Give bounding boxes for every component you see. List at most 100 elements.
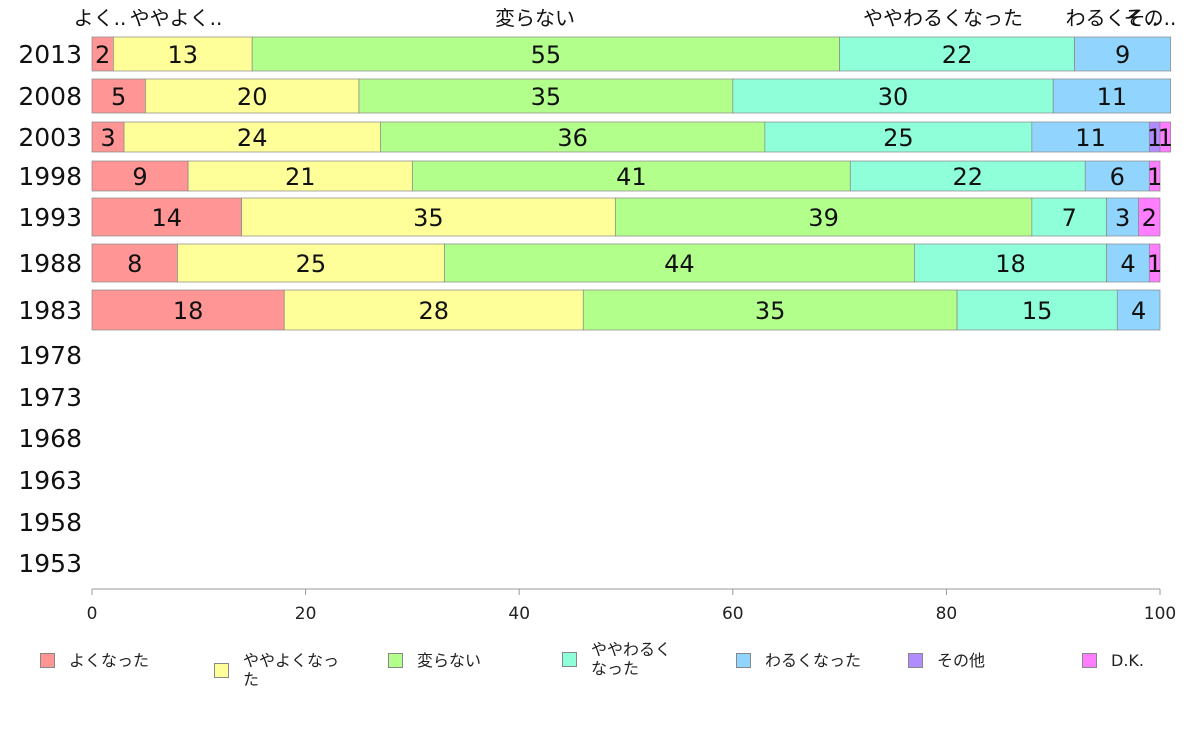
data-label: 14 [151,204,182,232]
legend-label: わるくなった [765,651,862,670]
data-label: 35 [755,297,786,325]
bar-segment [1052,78,1172,114]
bar-segment [91,289,285,331]
bar-segment [1031,197,1107,237]
legend-label: その他 [937,651,986,670]
data-label: 2 [95,41,110,69]
data-label: 2 [1142,204,1157,232]
data-label: 4 [1131,297,1146,325]
data-label: 9 [1115,41,1130,69]
data-label: 3 [1115,204,1130,232]
bar-segment [123,121,381,153]
data-label: 18 [173,297,204,325]
legend-item: 変らない [388,651,517,670]
bar-segment [582,289,958,331]
data-label: 1 [1147,124,1162,152]
bar-segment [1148,160,1161,192]
data-label: 1 [1158,124,1173,152]
stacked-bar-chart: 0 20 40 60 80 1002013200820031998199319881983… [18,6,1176,624]
legend-item: ややよくなった [214,651,343,689]
data-label: 6 [1110,163,1125,191]
legend-label: よくなった [69,651,150,670]
bar-segment [91,78,146,114]
year-label: 1968 [18,424,82,453]
bar-segment [380,121,766,153]
data-label: 41 [616,163,647,191]
data-label: 25 [296,250,327,278]
data-label: 36 [557,124,588,152]
legend-label: D.K. [1111,651,1144,670]
year-label: 1983 [18,296,82,325]
top-category-label: ややよく.. [130,6,223,30]
data-label: 35 [531,83,562,111]
legend-swatch [40,653,55,668]
data-label: 8 [127,250,142,278]
data-label: 55 [531,41,562,69]
bar-segment [91,160,189,192]
bar-segment [358,78,734,114]
data-label: 11 [1097,83,1128,111]
bar-segment [91,121,125,153]
data-label: 3 [100,124,115,152]
data-label: 24 [237,124,268,152]
data-label: 18 [995,250,1026,278]
data-label: 30 [878,83,909,111]
data-label: 39 [808,204,839,232]
bar-segment [956,289,1118,331]
legend-swatch [562,651,577,667]
year-label: 1958 [18,508,82,537]
bar-segment [91,197,242,237]
bar-segment [732,78,1054,114]
year-label: 1998 [18,162,82,191]
legend-item: ややわるく なった [562,640,691,678]
bar-segment [241,197,616,237]
x-tick-label: 60 [722,604,744,624]
data-label: 22 [952,163,983,191]
data-label: 21 [285,163,316,191]
data-label: 4 [1120,250,1135,278]
data-label: 11 [1075,124,1106,152]
bar-segment [1106,197,1139,237]
data-label: 5 [111,83,126,111]
year-label: 1993 [18,203,82,232]
bar-segment [1074,36,1172,72]
top-category-label: ややわるくなった [863,6,1023,30]
legend-label: ややよくなった [243,651,340,689]
year-label: 1963 [18,466,82,495]
bar-segment [1138,197,1161,237]
bar-segment [1116,289,1161,331]
year-label: 1953 [18,549,82,578]
data-label: 13 [168,41,199,69]
legend-swatch [1082,653,1097,668]
data-label: 20 [237,83,268,111]
bar-segment [914,243,1107,283]
year-label: 2008 [18,82,82,111]
x-tick-label: 40 [508,604,530,624]
data-label: 28 [418,297,449,325]
legend-item: わるくなった [736,651,865,670]
top-category-label: よく.. [74,6,127,30]
data-label: 22 [942,41,973,69]
x-tick-label: 20 [295,604,317,624]
top-category-label: わるくそ.. [1066,6,1159,30]
bar-segment [251,36,840,72]
legend-swatch [388,653,403,668]
data-label: 15 [1022,297,1053,325]
data-label: 35 [413,204,444,232]
data-label: 1 [1147,163,1162,191]
x-tick-label: 100 [1144,604,1176,624]
top-category-label: 変らない [495,6,575,30]
legend-swatch [908,653,923,668]
year-label: 2003 [18,123,82,152]
bar-segment [444,243,915,283]
bar-segment [91,243,178,283]
bar-segment [839,36,1075,72]
legend-label: ややわるく なった [591,640,672,678]
legend-swatch [736,653,751,668]
bar-segment [849,160,1086,192]
bar-segment [283,289,584,331]
bar-segment [764,121,1033,153]
bar-segment [145,78,360,114]
data-label: 1 [1147,250,1162,278]
x-tick-label: 80 [936,604,958,624]
